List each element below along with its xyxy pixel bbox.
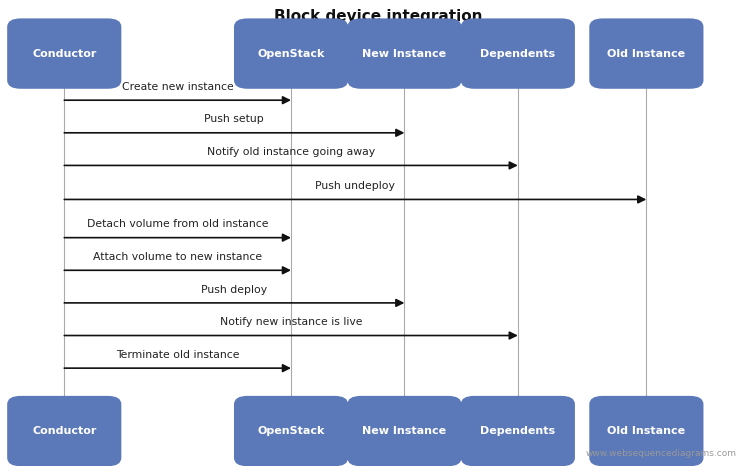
FancyBboxPatch shape bbox=[234, 18, 348, 89]
Text: Block device integration: Block device integration bbox=[274, 9, 482, 24]
Text: OpenStack: OpenStack bbox=[257, 48, 325, 59]
Text: Conductor: Conductor bbox=[32, 426, 97, 436]
Text: Notify old instance going away: Notify old instance going away bbox=[207, 147, 375, 157]
FancyBboxPatch shape bbox=[8, 18, 121, 89]
Text: Dependents: Dependents bbox=[480, 48, 556, 59]
Text: Push deploy: Push deploy bbox=[201, 285, 268, 295]
FancyBboxPatch shape bbox=[461, 396, 575, 466]
Text: Old Instance: Old Instance bbox=[607, 48, 686, 59]
Text: Detach volume from old instance: Detach volume from old instance bbox=[87, 219, 268, 229]
Text: Push undeploy: Push undeploy bbox=[315, 181, 395, 191]
Text: Dependents: Dependents bbox=[480, 426, 556, 436]
Text: www.websequencediagrams.com: www.websequencediagrams.com bbox=[586, 449, 737, 458]
Text: Attach volume to new instance: Attach volume to new instance bbox=[93, 252, 262, 262]
Text: OpenStack: OpenStack bbox=[257, 426, 325, 436]
FancyBboxPatch shape bbox=[590, 18, 703, 89]
FancyBboxPatch shape bbox=[347, 18, 461, 89]
Text: Notify new instance is live: Notify new instance is live bbox=[220, 317, 362, 327]
Text: Old Instance: Old Instance bbox=[607, 426, 686, 436]
FancyBboxPatch shape bbox=[347, 396, 461, 466]
Text: New Instance: New Instance bbox=[362, 426, 447, 436]
Text: New Instance: New Instance bbox=[362, 48, 447, 59]
FancyBboxPatch shape bbox=[461, 18, 575, 89]
FancyBboxPatch shape bbox=[590, 396, 703, 466]
Text: Terminate old instance: Terminate old instance bbox=[116, 350, 240, 360]
Text: Conductor: Conductor bbox=[32, 48, 97, 59]
Text: Push setup: Push setup bbox=[204, 115, 265, 124]
Text: Create new instance: Create new instance bbox=[122, 82, 234, 92]
FancyBboxPatch shape bbox=[234, 396, 348, 466]
FancyBboxPatch shape bbox=[8, 396, 121, 466]
